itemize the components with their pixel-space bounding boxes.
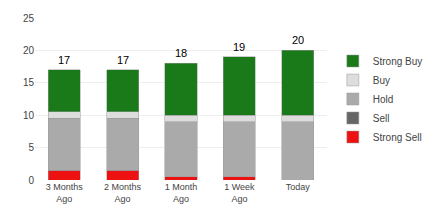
svg-text:3 MonthsAgo: 3 MonthsAgo xyxy=(46,182,84,204)
svg-text:1 WeekAgo: 1 WeekAgo xyxy=(224,182,255,204)
svg-text:17: 17 xyxy=(117,54,129,66)
svg-text:20: 20 xyxy=(292,34,304,46)
svg-text:18: 18 xyxy=(175,47,187,59)
svg-text:Hold: Hold xyxy=(373,94,394,105)
svg-text:20: 20 xyxy=(23,45,35,56)
svg-text:17: 17 xyxy=(58,54,70,66)
svg-text:Strong Buy: Strong Buy xyxy=(373,56,422,67)
svg-text:Buy: Buy xyxy=(373,75,390,86)
svg-text:Today: Today xyxy=(286,182,311,192)
svg-text:Sell: Sell xyxy=(373,113,390,124)
svg-text:0: 0 xyxy=(28,175,34,186)
svg-text:Strong Sell: Strong Sell xyxy=(373,132,422,143)
svg-text:25: 25 xyxy=(23,13,35,24)
svg-text:10: 10 xyxy=(23,110,35,121)
svg-text:5: 5 xyxy=(28,142,34,153)
svg-text:19: 19 xyxy=(233,41,245,53)
svg-text:1 MonthAgo: 1 MonthAgo xyxy=(165,182,198,204)
svg-text:15: 15 xyxy=(23,77,35,88)
svg-text:2 MonthsAgo: 2 MonthsAgo xyxy=(104,182,142,204)
